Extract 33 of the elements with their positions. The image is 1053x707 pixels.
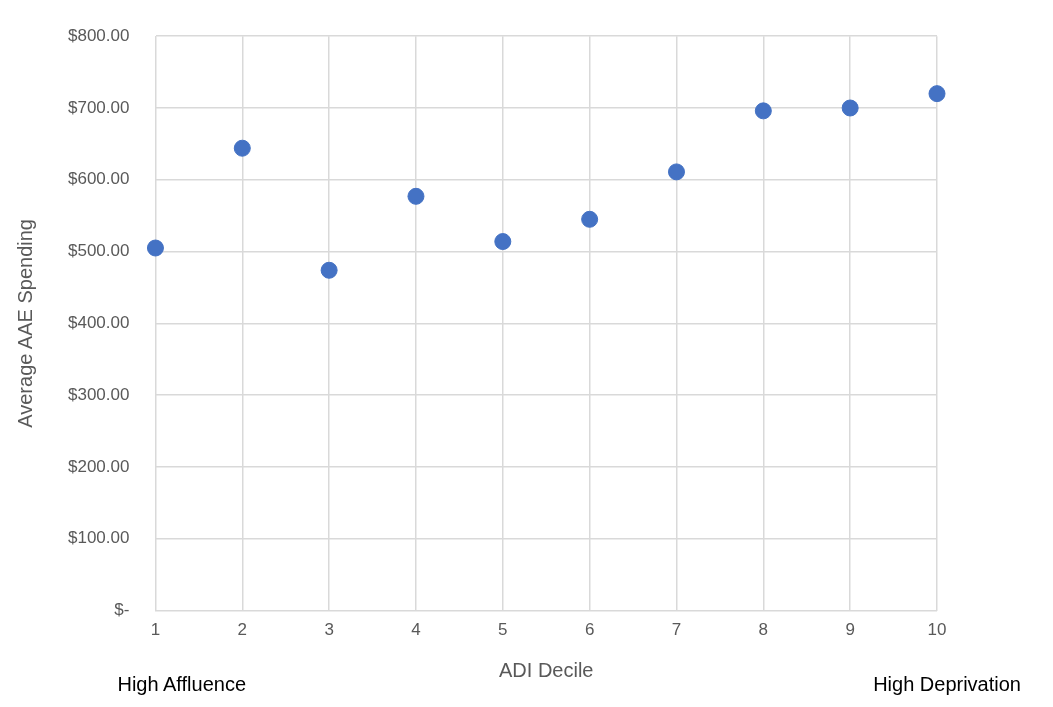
- x-tick-label: 6: [584, 620, 595, 640]
- x-tick-label: 2: [237, 620, 248, 640]
- point: [146, 239, 164, 257]
- text: High Affluence: [117, 673, 247, 696]
- point: [928, 85, 946, 103]
- point: [233, 139, 251, 157]
- y-tick-label: $300.00: [68, 384, 130, 404]
- y-tick-label: $400.00: [68, 313, 130, 333]
- point: [581, 210, 599, 228]
- y-tick-label: $500.00: [68, 241, 130, 261]
- point: [667, 163, 685, 181]
- y-tick-label: $200.00: [68, 456, 130, 476]
- x-tick-label: 10: [927, 620, 947, 640]
- x-tick-label: 1: [150, 620, 161, 640]
- point: [754, 102, 772, 120]
- x-tick-label: 4: [411, 620, 421, 640]
- y-tick-label: $100.00: [68, 528, 130, 548]
- x-tick-label: 5: [498, 620, 508, 640]
- point: [320, 261, 338, 279]
- y-tick-label: $700.00: [68, 97, 130, 117]
- x-tick-label: 8: [758, 620, 769, 640]
- y-axis-title: Average AAE Spending: [13, 219, 36, 428]
- point: [407, 187, 425, 205]
- point: [841, 99, 859, 117]
- y-tick-label: $-: [114, 600, 130, 620]
- x-tick-label: 9: [845, 620, 855, 640]
- text: High Deprivation: [873, 673, 1021, 696]
- x-tick-label: 3: [324, 620, 334, 640]
- x-tick-label: 7: [671, 620, 682, 640]
- y-tick-label: $800.00: [68, 25, 130, 45]
- point: [494, 233, 512, 251]
- x-axis-title: ADI Decile: [498, 658, 594, 681]
- y-tick-label: $600.00: [68, 169, 130, 189]
